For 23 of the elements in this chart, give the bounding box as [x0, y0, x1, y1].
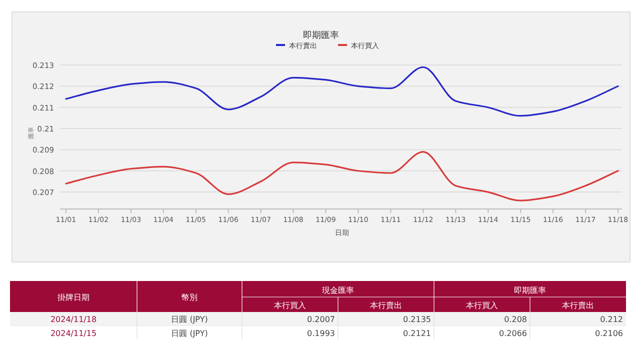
text: 現金匯率	[322, 286, 354, 295]
text: 本行買入	[466, 301, 498, 310]
line-series	[65, 66, 619, 117]
text: 日圓 (JPY)	[171, 315, 208, 324]
text: 本行賣出	[562, 301, 594, 310]
line-series	[65, 151, 619, 202]
text: 0.208	[504, 315, 527, 324]
text: 即期匯率	[514, 286, 546, 295]
text: 0.2066	[499, 329, 527, 338]
text: 幣別	[182, 293, 198, 302]
text: 0.2007	[307, 315, 335, 324]
text: 0.2106	[595, 329, 623, 338]
text: 2024/11/18	[50, 315, 97, 324]
text: 本行賣出	[370, 301, 402, 310]
text: 0.2121	[403, 329, 431, 338]
chart-title: 即期匯率	[303, 30, 339, 41]
text: 0.1993	[307, 329, 335, 338]
text: 2024/11/15	[50, 329, 97, 338]
text: 日圓 (JPY)	[171, 329, 208, 338]
text: 本行買入	[274, 301, 306, 310]
text: 0.2135	[403, 315, 431, 324]
text: 0.212	[600, 315, 623, 324]
text: 掛牌日期	[58, 293, 90, 302]
